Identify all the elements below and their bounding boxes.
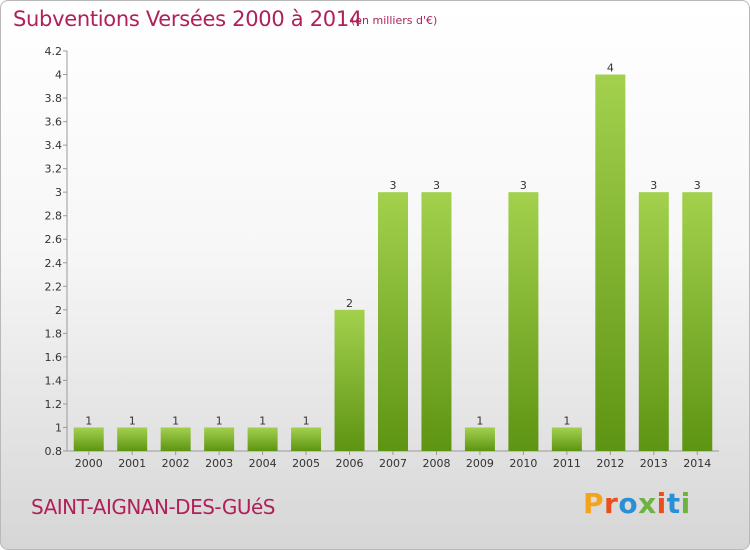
data-label: 1 (85, 414, 92, 427)
x-tick-label: 2009 (466, 457, 494, 470)
bar (291, 427, 322, 451)
data-label: 4 (607, 62, 614, 75)
logo-letter: i (656, 487, 667, 520)
bar (595, 74, 626, 451)
y-tick-label: 3.4 (45, 139, 63, 152)
data-label: 3 (390, 179, 397, 192)
y-tick-label: 4.2 (45, 45, 63, 58)
data-label: 1 (563, 414, 570, 427)
chart-title: Subventions Versées 2000 à 2014 (13, 7, 362, 31)
x-tick-label: 2011 (553, 457, 581, 470)
y-tick-label: 1.6 (45, 351, 63, 364)
chart-subtitle: (en milliers d'€) (351, 14, 438, 27)
data-label: 3 (694, 179, 701, 192)
y-tick-label: 2.6 (45, 233, 63, 246)
y-tick-label: 1.8 (45, 327, 63, 340)
logo-letter: x (638, 487, 657, 520)
y-tick-label: 1.4 (45, 374, 63, 387)
logo-letter: t (666, 487, 681, 520)
data-label: 1 (129, 414, 136, 427)
bar (73, 427, 104, 451)
bar (551, 427, 582, 451)
bar (378, 192, 408, 452)
x-tick-label: 2014 (683, 457, 711, 470)
y-tick-label: 2.2 (45, 280, 63, 293)
y-tick-label: 3.2 (45, 163, 63, 176)
x-tick-label: 2008 (422, 457, 450, 470)
x-tick-label: 2007 (379, 457, 407, 470)
logo-letter: o (618, 487, 639, 520)
x-tick-label: 2001 (118, 457, 146, 470)
x-tick-label: 2006 (336, 457, 364, 470)
y-tick-label: 1 (55, 421, 62, 434)
x-tick-label: 2003 (205, 457, 233, 470)
y-tick-label: 2 (55, 304, 62, 317)
bar (117, 427, 148, 451)
data-label: 1 (303, 414, 310, 427)
bar (247, 427, 278, 451)
bar (508, 192, 539, 452)
bar (204, 427, 235, 451)
logo-letter: r (604, 487, 619, 520)
bar (421, 192, 452, 452)
data-label: 3 (650, 179, 657, 192)
data-label: 1 (172, 414, 179, 427)
bar (682, 192, 713, 452)
proxiti-logo[interactable]: Proxiti (583, 487, 691, 520)
bar (638, 192, 669, 452)
bar (464, 427, 495, 451)
y-tick-label: 0.8 (45, 445, 63, 458)
data-label: 3 (520, 179, 527, 192)
bar (334, 309, 365, 451)
x-tick-label: 2010 (509, 457, 537, 470)
data-label: 1 (259, 414, 266, 427)
data-label: 1 (216, 414, 223, 427)
x-tick-label: 2000 (75, 457, 103, 470)
y-tick-label: 2.8 (45, 210, 63, 223)
x-tick-label: 2012 (596, 457, 624, 470)
data-label: 2 (346, 297, 353, 310)
x-tick-label: 2005 (292, 457, 320, 470)
y-tick-label: 4 (55, 69, 62, 82)
logo-letter: P (583, 487, 605, 520)
y-tick-label: 1.2 (45, 398, 63, 411)
x-tick-label: 2013 (640, 457, 668, 470)
town-name: SAINT-AIGNAN-DES-GUéS (31, 495, 275, 519)
y-tick-label: 3 (55, 186, 62, 199)
logo-letter: i (680, 487, 691, 520)
data-label: 1 (476, 414, 483, 427)
data-label: 3 (433, 179, 440, 192)
y-tick-label: 3.6 (45, 116, 63, 129)
x-tick-label: 2004 (249, 457, 277, 470)
y-tick-label: 2.4 (45, 257, 63, 270)
bar (160, 427, 191, 451)
x-tick-label: 2002 (162, 457, 190, 470)
y-tick-label: 3.8 (45, 92, 63, 105)
